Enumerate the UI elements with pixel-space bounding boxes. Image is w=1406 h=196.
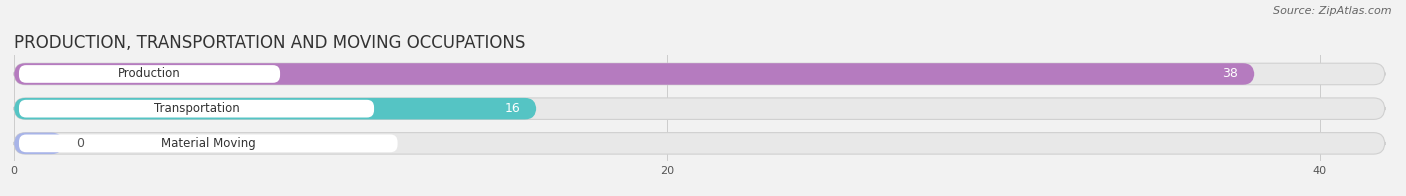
FancyBboxPatch shape	[18, 65, 280, 83]
Text: Material Moving: Material Moving	[160, 137, 256, 150]
Text: 0: 0	[76, 137, 84, 150]
Text: PRODUCTION, TRANSPORTATION AND MOVING OCCUPATIONS: PRODUCTION, TRANSPORTATION AND MOVING OC…	[14, 34, 526, 52]
FancyBboxPatch shape	[14, 133, 63, 154]
FancyBboxPatch shape	[14, 133, 1385, 154]
Text: Source: ZipAtlas.com: Source: ZipAtlas.com	[1274, 6, 1392, 16]
FancyBboxPatch shape	[14, 98, 1385, 119]
Text: Production: Production	[118, 67, 181, 81]
FancyBboxPatch shape	[18, 134, 398, 152]
FancyBboxPatch shape	[14, 63, 1385, 85]
Text: Transportation: Transportation	[153, 102, 239, 115]
FancyBboxPatch shape	[18, 100, 374, 118]
Text: 16: 16	[505, 102, 520, 115]
Text: 38: 38	[1222, 67, 1239, 81]
FancyBboxPatch shape	[14, 98, 536, 119]
FancyBboxPatch shape	[14, 63, 1254, 85]
